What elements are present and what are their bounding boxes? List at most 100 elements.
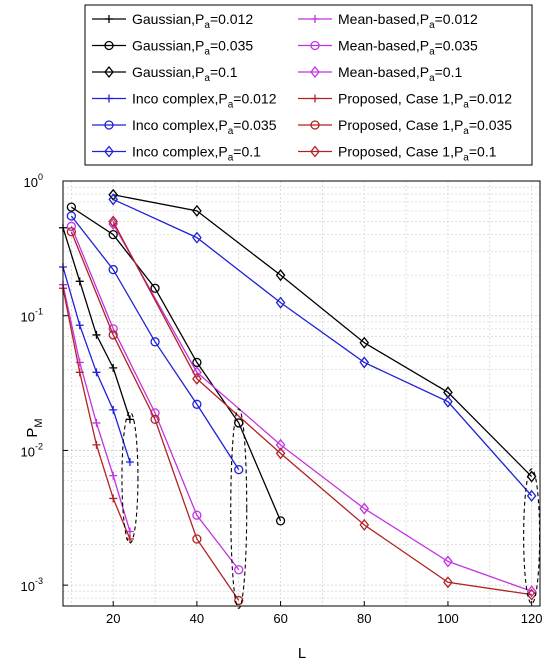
data-point-diamond [275,296,286,309]
data-point-diamond [526,588,537,601]
data-point-circle [234,565,244,575]
legend-entry: Mean-based,Pa=0.1 [298,64,462,84]
x-tick-label: 20 [106,611,120,626]
legend-entry: Mean-based,Pa=0.035 [298,38,478,58]
legend-label: Proposed, Case 1,Pa=0.1 [338,144,497,164]
series-line [112,221,532,596]
data-point-plus [109,494,118,503]
legend-entry: Mean-based,Pa=0.012 [298,11,478,31]
data-point-plus [92,440,101,449]
y-tick-label: 100 [24,172,43,190]
series-line [71,206,282,522]
x-tick-label: 100 [437,611,459,626]
data-point-diamond [359,336,370,349]
legend-box [84,4,533,166]
legend-marker-plus [105,15,113,23]
plot-background [63,181,540,606]
data-point-circle [66,202,77,212]
legend-marker-circle [104,40,114,51]
x-axis-label: L [298,645,306,662]
legend-entry: Proposed, Case 1,Pa=0.012 [298,91,512,111]
data-point-diamond [108,193,119,206]
legend-entry: Gaussian,Pa=0.012 [92,11,253,31]
data-point-plus [75,368,84,377]
series-8 [108,217,537,598]
legend-entry: Proposed, Case 1,Pa=0.035 [298,117,512,137]
data-point-circle [66,227,77,237]
data-point-diamond [526,585,537,598]
x-tick-label: 80 [357,611,371,626]
series-7 [66,221,244,575]
legend-marker-circle [310,40,320,51]
data-point-diamond [443,395,453,408]
legend-label: Proposed, Case 1,Pa=0.035 [338,117,512,137]
data-point-circle [234,464,244,475]
legend-label: Mean-based,Pa=0.012 [338,11,478,31]
legend-entry: Inco complex,Pa=0.035 [92,117,277,137]
plot-border [62,180,541,607]
data-point-plus [75,321,84,330]
data-point-circle [150,414,160,425]
series-2 [108,188,537,483]
legend-marker-plus [311,15,319,23]
legend-label: Gaussian,Pa=0.1 [132,64,238,84]
data-point-diamond [443,576,453,589]
legend-label: Gaussian,Pa=0.012 [132,11,253,31]
data-point-diamond [526,489,537,502]
series-11 [108,215,537,601]
legend-label: Mean-based,Pa=0.1 [338,64,462,84]
data-point-diamond [275,438,286,451]
data-point-diamond [526,470,537,483]
data-point-diamond [192,372,202,385]
legend-entry: Proposed, Case 1,Pa=0.1 [298,144,497,164]
series-line [112,223,532,592]
data-point-diamond [275,447,286,460]
legend-label: Inco complex,Pa=0.035 [132,117,277,137]
data-point-circle [108,229,118,240]
data-point-diamond [359,356,370,369]
legend-marker-diamond [310,65,320,79]
legend-label: Mean-based,Pa=0.035 [338,38,478,58]
legend-marker-circle [104,120,114,130]
data-point-plus [75,277,84,286]
x-tick-label: 120 [521,611,543,626]
data-point-circle [150,337,160,347]
data-point-diamond [359,502,370,515]
data-point-diamond [275,269,286,282]
legend-label: Inco complex,Pa=0.1 [132,144,261,164]
data-point-circle [192,510,202,520]
data-point-plus [125,458,134,467]
data-point-circle [192,399,202,409]
series-line [113,194,533,477]
svg-text:PM: PM [24,418,45,437]
data-point-diamond [192,231,202,244]
legend-marker-circle [310,120,320,130]
legend-entry: Inco complex,Pa=0.1 [92,144,261,164]
series-9 [59,284,134,544]
legend-marker-diamond [104,65,114,79]
annotation-ellipse-0 [121,411,139,544]
series-line [112,198,533,497]
data-point-plus [75,358,84,367]
series-4 [66,211,244,475]
legend-label: Inco complex,Pa=0.012 [132,91,277,111]
x-tick-label: 40 [190,611,204,626]
legend-marker-diamond [310,145,320,158]
series-10 [66,227,244,606]
data-point-diamond [192,204,202,217]
legend-marker-plus [311,94,319,103]
data-point-plus [109,363,118,372]
data-point-circle [192,534,202,544]
data-point-circle [108,264,118,275]
data-point-diamond [192,366,202,379]
data-point-diamond [443,555,453,568]
data-point-circle [108,330,118,340]
annotation-ellipse-1 [230,408,248,609]
series-line [70,226,240,571]
legend-entry: Gaussian,Pa=0.035 [92,38,253,58]
data-point-circle [150,408,160,418]
legend: Gaussian,Pa=0.012 Mean-based,Pa=0.012 Gaus… [84,4,533,166]
legend-marker-diamond [104,145,114,158]
y-tick-label: 10-2 [21,441,43,459]
legend-entry: Gaussian,Pa=0.1 [92,64,238,84]
